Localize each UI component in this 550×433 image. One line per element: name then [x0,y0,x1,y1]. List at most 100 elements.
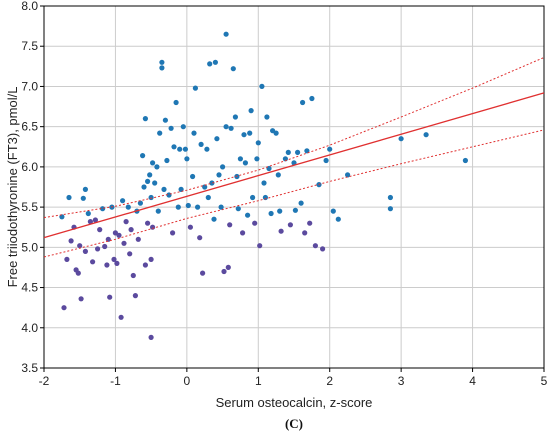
x-tick-label: 4 [469,374,476,388]
data-point [132,293,138,299]
y-tick-label: 6.0 [21,160,38,174]
y-tick-label: 3.5 [21,361,38,375]
data-point [423,132,429,138]
data-point [140,153,146,159]
data-point [175,204,181,210]
panel-label: (C) [285,416,303,431]
data-point [287,222,293,228]
data-point [227,222,233,228]
data-point [335,216,341,222]
data-point [216,172,222,178]
data-point [130,272,136,279]
data-point [264,114,270,120]
regression-line [43,92,545,239]
data-point [209,180,215,186]
data-point [277,208,283,214]
data-point [59,214,65,220]
data-point [123,219,129,225]
data-point [173,99,179,106]
data-point [307,220,313,226]
data-point [159,65,165,71]
data-point [97,227,103,233]
x-tick-label: 2 [326,374,333,388]
data-point [68,238,74,244]
data-point [161,186,167,192]
data-point [242,160,248,166]
data-point [223,124,229,130]
data-point [118,314,124,320]
data-point [192,85,198,91]
data-point [323,157,329,164]
data-point [221,268,227,275]
data-point [218,204,224,210]
data-point [159,59,165,65]
data-point [200,270,206,276]
data-point [327,146,333,152]
confidence-lower-line [43,129,545,258]
data-point [191,130,197,136]
data-point [135,236,141,242]
data-point [155,208,161,214]
data-point [162,117,168,123]
data-point [268,210,274,217]
data-point [205,194,211,201]
data-point [228,125,234,131]
data-point [77,243,83,249]
data-point [212,59,218,65]
plot-frame [43,5,545,369]
data-point [202,184,208,190]
data-point [387,194,393,201]
data-point [300,99,306,106]
data-point [273,130,279,136]
data-point [121,240,127,246]
x-axis-ticks: -2 -1 0 1 2 3 4 5 [39,368,548,388]
data-point [304,148,310,154]
data-point [102,243,108,250]
y-tick-label: 8.0 [21,0,38,13]
y-tick-label: 6.5 [21,120,38,134]
data-point [195,204,201,210]
data-point [127,251,133,257]
data-point [255,140,261,146]
data-point [254,156,260,162]
data-point [78,296,84,302]
data-point [154,164,160,170]
data-point [164,157,170,164]
y-axis-label: Free triiodothyronine (FT3), pmol/L [5,87,20,288]
data-point [252,220,258,226]
x-tick-label: 1 [255,374,262,388]
data-point [223,31,229,37]
data-point [214,136,220,142]
data-point [387,206,393,212]
data-point [128,227,134,233]
data-point [145,220,151,226]
data-point [104,262,110,268]
x-tick-label: 5 [541,374,548,388]
data-point [90,259,96,265]
data-point [120,198,126,204]
data-point [398,136,404,142]
data-point [320,246,326,252]
data-point [150,224,156,230]
data-point [170,230,176,236]
data-point [190,173,196,180]
regression-line-group [43,92,545,239]
data-point [237,156,243,162]
data-point [64,256,70,262]
y-tick-label: 4.0 [21,321,38,335]
data-point [116,232,122,238]
confidence-band [43,57,545,258]
data-point [95,246,101,252]
data-point [230,66,236,72]
data-point [75,270,81,276]
data-point [137,200,143,206]
data-point [291,160,297,166]
data-point [147,172,153,178]
data-point [142,116,148,122]
data-point [114,260,120,266]
data-point [100,206,106,212]
y-tick-label: 7.0 [21,79,38,93]
data-point [241,132,247,138]
y-tick-label: 5.5 [21,200,38,214]
